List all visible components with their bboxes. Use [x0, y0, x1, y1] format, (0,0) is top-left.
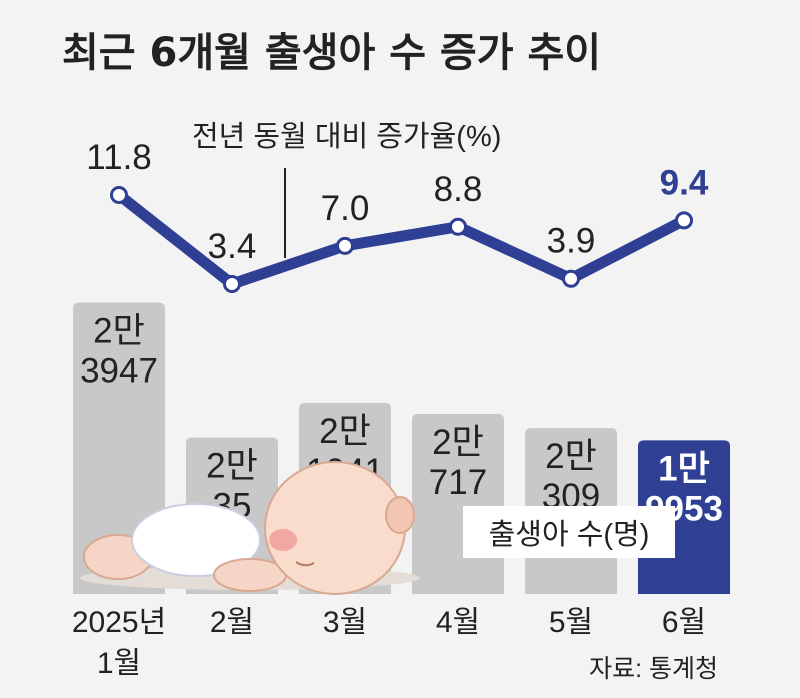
- x-tick-label-0-1: 1월: [97, 647, 141, 680]
- bar-legend-box: [463, 506, 675, 558]
- bar-value-label-5-0: 1만: [658, 449, 710, 488]
- baby-eye: [295, 561, 315, 567]
- chart-title: 최근 6개월 출생아 수 증가 추이: [62, 30, 601, 76]
- bar-value-label-2-0: 2만: [319, 412, 371, 451]
- x-tick-label-5-0: 6월: [662, 606, 706, 639]
- bar-value-label-4-0: 2만: [545, 437, 597, 476]
- baby-illustration: [80, 461, 420, 595]
- rate-line: [113, 189, 690, 290]
- rate-point-2: [336, 236, 354, 255]
- rate-label-5: 9.4: [660, 163, 709, 202]
- x-tick-label-0-0: 2025년: [72, 606, 166, 639]
- x-tick-label-3-0: 4월: [436, 606, 480, 639]
- rate-point-0: [110, 185, 128, 204]
- rate-point-4: [562, 269, 580, 288]
- bar-value-label-0-0: 2만: [93, 312, 145, 351]
- line-series-name: 전년 동월 대비 증가율(%): [192, 120, 501, 153]
- bar-series-name: 출생아 수(명): [489, 518, 650, 551]
- x-tick-label-2-0: 3월: [323, 606, 367, 639]
- bar-value-label-3-0: 2만: [432, 423, 484, 462]
- rate-point-3: [449, 217, 467, 236]
- baby-head: [264, 461, 406, 595]
- rate-label-0: 11.8: [86, 138, 152, 177]
- bar-value-label-0-1: 3947: [80, 352, 158, 391]
- baby-onesie: [131, 503, 261, 577]
- rate-label-3: 8.8: [434, 170, 483, 209]
- rate-label-2: 7.0: [321, 189, 370, 228]
- rate-label-4: 3.9: [547, 222, 596, 261]
- x-tick-label-1-0: 2월: [210, 606, 254, 639]
- rate-point-1: [223, 275, 241, 293]
- baby-ear: [385, 496, 415, 534]
- bar-series-legend: 출생아 수(명): [463, 506, 675, 558]
- baby-cheek: [269, 529, 297, 551]
- source-note: 자료: 통계청: [589, 655, 718, 683]
- x-tick-label-4-0: 5월: [549, 606, 593, 639]
- rate-label-1: 3.4: [208, 227, 257, 266]
- bar-value-label-3-1: 717: [429, 463, 487, 502]
- line-series-group: 11.8 3.4 7.0 8.8 3.9 9.4: [86, 138, 709, 293]
- rate-point-5: [675, 211, 693, 230]
- bar-value-label-1-0: 2만: [206, 447, 258, 486]
- x-axis: 2025년 1월 2월 3월 4월 5월 6월: [72, 606, 706, 680]
